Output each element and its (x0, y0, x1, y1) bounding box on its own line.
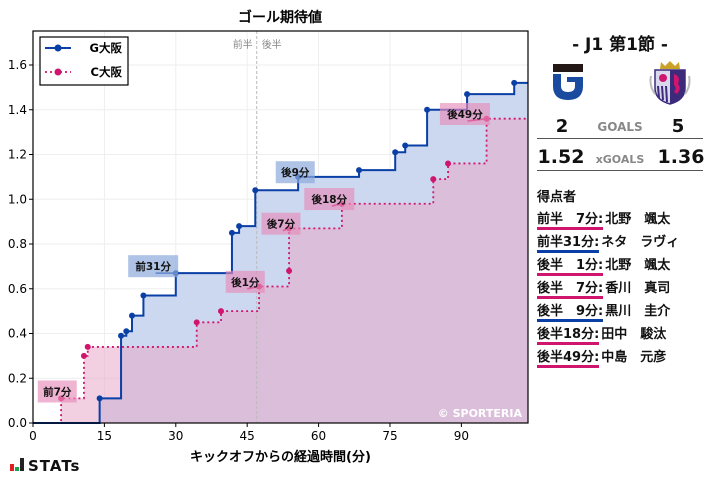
goal-annotation (275, 161, 315, 184)
legend-c-osaka: C大阪 (91, 65, 123, 79)
x-tick-label: 90 (454, 429, 469, 443)
goal-time: 前半31分: (537, 231, 600, 253)
goal-annotation (439, 103, 490, 126)
y-tick-label: 1.0 (8, 192, 27, 206)
stats-brand: STATs (10, 457, 80, 475)
goal-time: 前半 7分: (537, 208, 604, 230)
goal-annotation-label: 後49分 (446, 108, 483, 121)
x-tick-label: 15 (97, 429, 112, 443)
scorer-row: 後半 1分: 北野 颯太 (537, 254, 671, 276)
round-title: - J1 第1節 - (572, 35, 668, 55)
y-tick-label: 0.0 (8, 416, 27, 430)
scorers-title: 得点者 (537, 190, 577, 205)
goal-time: 後半 1分: (537, 254, 604, 276)
brand-text: STATs (28, 457, 81, 475)
xgoals-row: 1.52 xGOALS 1.36 (537, 146, 704, 171)
bar-chart-icon (10, 457, 24, 475)
y-tick-label: 0.8 (8, 237, 27, 251)
home-goals: 2 (555, 116, 569, 137)
y-tick-label: 0.4 (8, 327, 27, 341)
goal-time: 後半18分: (537, 323, 600, 345)
xgoals-label: xGOALS (595, 153, 645, 166)
watermark: © SPORTERIA (438, 407, 523, 420)
goal-annotation-label: 前7分 (43, 385, 72, 398)
goal-time: 後半 7分: (537, 277, 604, 299)
scorer-row: 後半 9分: 黒川 圭介 (537, 300, 671, 322)
scorer-row: 後半 7分: 香川 真司 (537, 277, 671, 299)
goal-annotation (225, 270, 265, 293)
gamba-osaka-crest-icon (551, 62, 585, 106)
goal-annotation-label: 前31分 (135, 260, 171, 273)
x-axis-label: キックオフからの経過時間(分) (190, 449, 371, 465)
c-osaka-area (33, 118, 528, 423)
x-tick-label: 75 (382, 429, 397, 443)
chart-title: ゴール期待値 (238, 9, 322, 26)
x-tick-label: 45 (240, 429, 255, 443)
away-goals: 5 (671, 116, 685, 137)
goal-annotation (37, 380, 77, 403)
scorer-name: 中島 元彦 (601, 350, 667, 365)
goal-time: 後半 9分: (537, 300, 604, 322)
cerezo-osaka-crest-icon (649, 58, 691, 110)
goals-label: GOALS (597, 120, 643, 134)
second-half-label: 後半 (262, 38, 282, 51)
goal-annotation (304, 188, 355, 211)
legend-g-osaka: G大阪 (90, 41, 123, 55)
home-xg: 1.52 (537, 146, 585, 168)
goal-annotation-label: 後18分 (310, 193, 347, 206)
x-tick-label: 0 (29, 429, 37, 443)
y-tick-label: 0.2 (8, 371, 27, 385)
goal-annotation-label: 後1分 (230, 276, 260, 289)
scorer-row: 後半49分: 中島 元彦 (537, 346, 667, 368)
scorer-row: 前半31分: ネタ ラヴィ (537, 231, 680, 253)
legend (39, 36, 129, 86)
y-tick-label: 1.2 (8, 148, 27, 162)
goal-annotation-label: 後7分 (266, 218, 296, 231)
y-tick-label: 1.4 (8, 103, 27, 117)
scorer-name: 黒川 圭介 (605, 304, 671, 319)
goal-time: 後半49分: (537, 346, 600, 368)
scorer-name: 香川 真司 (605, 281, 671, 296)
goal-annotation (261, 212, 301, 235)
scorer-name: 北野 颯太 (605, 212, 671, 227)
x-tick-label: 60 (311, 429, 326, 443)
y-tick-label: 1.6 (8, 58, 27, 72)
scorer-name: ネタ ラヴィ (601, 235, 680, 250)
scorer-row: 後半18分: 田中 駿汰 (537, 323, 667, 345)
scorer-name: 田中 駿汰 (601, 327, 667, 342)
x-tick-label: 30 (168, 429, 183, 443)
goal-annotation (128, 255, 179, 278)
away-xg: 1.36 (657, 146, 705, 168)
scorer-row: 前半 7分: 北野 颯太 (537, 208, 671, 230)
scorer-name: 北野 颯太 (605, 258, 671, 273)
goals-row: 2 GOALS 5 (537, 116, 703, 139)
plot-frame (32, 30, 529, 424)
y-tick-label: 0.6 (8, 282, 27, 296)
first-half-label: 前半 (233, 38, 253, 51)
goal-annotation-label: 後9分 (280, 166, 310, 179)
